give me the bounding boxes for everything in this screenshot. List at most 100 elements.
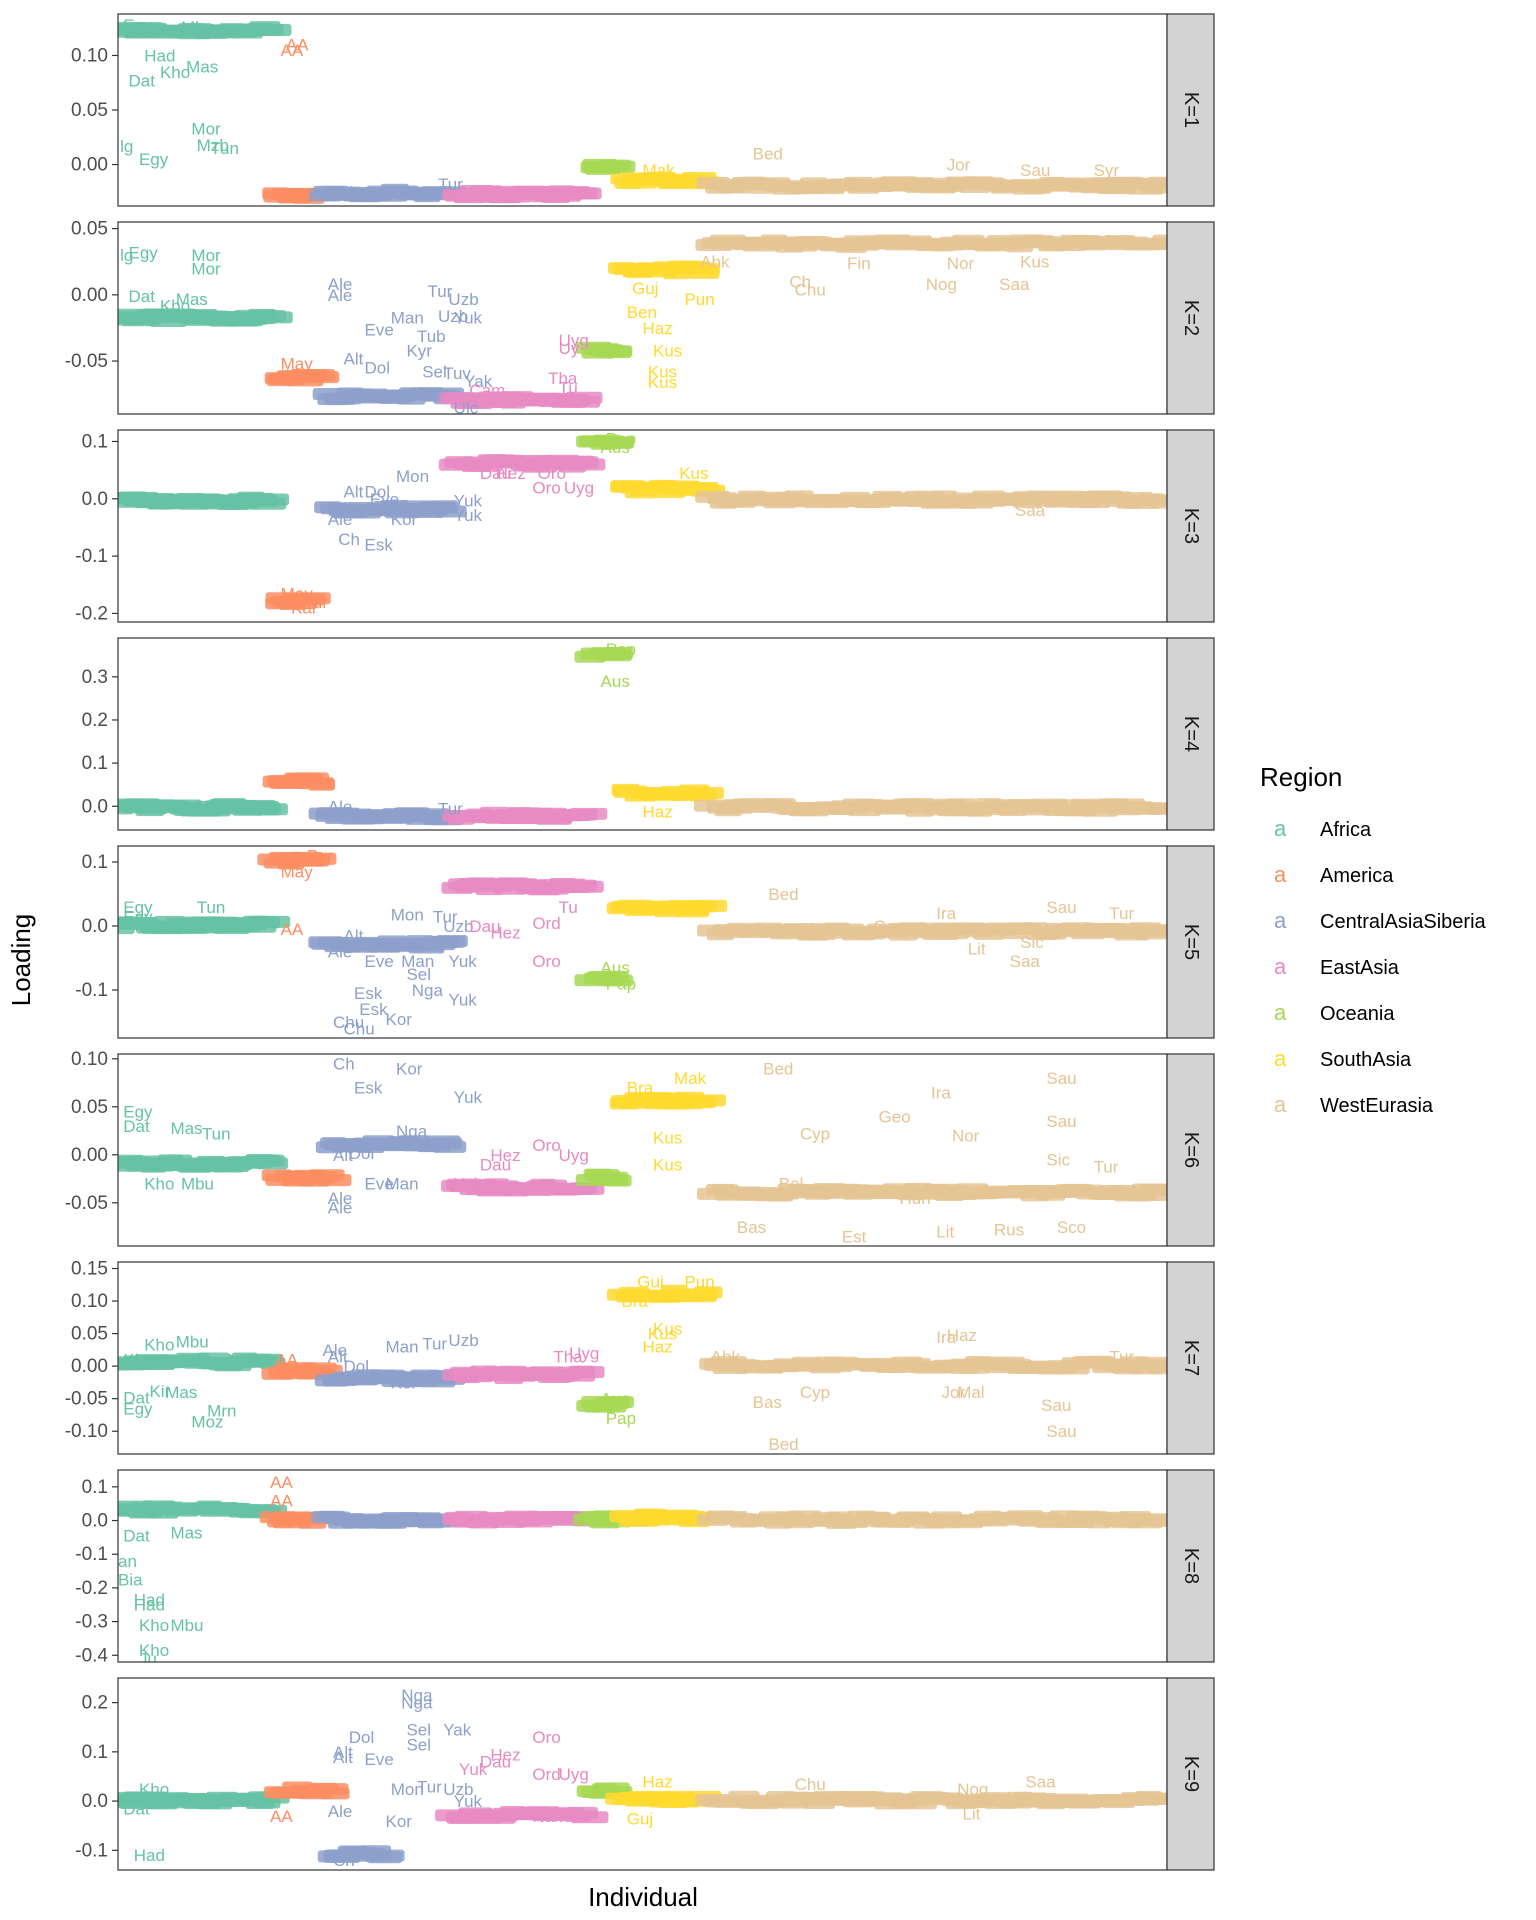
point-label: Sel <box>406 1721 431 1740</box>
facet-strip-label: K=5 <box>1180 924 1202 960</box>
point-label: Pur <box>296 769 323 788</box>
point-label: Tur <box>438 799 463 818</box>
facet-strip <box>1166 637 1215 831</box>
point-label: Sau <box>1046 898 1076 917</box>
point-label: Sco <box>1057 1218 1086 1237</box>
label-cluster-mark <box>295 592 331 605</box>
facet-strip-label: K=2 <box>1180 300 1202 336</box>
x-axis-label: Individual <box>588 1882 698 1912</box>
point-label: Ch <box>333 1851 355 1870</box>
point-label: Rus <box>994 1221 1024 1240</box>
panel-background <box>118 1678 1167 1870</box>
point-label: Nax <box>532 1807 563 1826</box>
point-label: Ulc <box>454 398 479 417</box>
point-label: Dat <box>123 1799 150 1818</box>
point-label: Yuk <box>454 308 483 327</box>
point-label: Dol <box>349 1144 375 1163</box>
point-label: Kus <box>679 464 708 483</box>
point-label: Mor <box>191 259 221 278</box>
point-label: Man <box>391 308 424 327</box>
point-label: Dat <box>123 1117 150 1136</box>
y-tick-label: 0.2 <box>82 710 108 731</box>
point-label: Yuk <box>454 491 483 510</box>
point-label: Dol <box>349 1728 375 1747</box>
point-label: Dat <box>128 287 155 306</box>
point-label: Sel <box>406 965 431 984</box>
point-label: Had <box>134 1591 165 1610</box>
point-label: Oro <box>532 478 560 497</box>
legend-title: Region <box>1260 762 1342 792</box>
legend-key: a <box>1274 1000 1287 1025</box>
point-label: Ale <box>328 1802 353 1821</box>
point-label: Eve <box>365 952 394 971</box>
legend-key: a <box>1274 1046 1287 1071</box>
point-label: Tu <box>559 379 578 398</box>
point-label: Kar <box>291 599 318 618</box>
point-label: May <box>281 355 314 374</box>
legend-label: EastAsia <box>1320 957 1400 979</box>
label-cluster-mark <box>260 493 290 506</box>
point-label: Eve <box>365 1750 394 1769</box>
y-tick-label: 0.00 <box>71 1356 108 1377</box>
point-label: Alt <box>333 1743 353 1762</box>
label-cluster-mark <box>252 915 291 928</box>
point-label: Jor <box>941 1383 965 1402</box>
point-label: Ch <box>789 273 811 292</box>
label-cluster-mark <box>255 311 293 324</box>
point-label: Sel <box>406 1735 431 1754</box>
legend-key: a <box>1274 1092 1287 1117</box>
facet-strip <box>1166 1469 1215 1663</box>
label-cluster-mark <box>692 263 720 276</box>
point-label: Bra <box>622 262 649 281</box>
label-cluster-mark <box>316 1174 352 1187</box>
point-label: San <box>128 1498 158 1517</box>
point-label: Aus <box>601 959 630 978</box>
y-tick-label: 0.00 <box>71 155 108 176</box>
label-cluster-mark <box>603 346 632 359</box>
y-tick-label: 0.05 <box>71 1324 108 1345</box>
point-label: May <box>281 863 314 882</box>
point-label: lg <box>120 137 133 156</box>
y-tick-label: 0.15 <box>71 1259 108 1280</box>
point-label: Tur <box>417 1777 442 1796</box>
point-label: Nor <box>947 254 975 273</box>
point-label: Oro <box>532 952 560 971</box>
label-cluster-mark <box>572 395 601 408</box>
point-label: Oro <box>532 1728 560 1747</box>
point-label: Bed <box>753 145 783 164</box>
facet-strip-label: K=4 <box>1180 716 1202 752</box>
point-label: Pap <box>606 640 636 659</box>
y-tick-label: 0.1 <box>82 1742 108 1763</box>
point-label: Egy <box>123 1103 153 1122</box>
point-label: Eve <box>365 320 394 339</box>
point-label: Sic <box>1046 1151 1070 1170</box>
point-label: Ale <box>328 275 353 294</box>
point-label: Lit <box>936 1223 954 1242</box>
point-label: an <box>118 1552 137 1571</box>
point-label: Tur <box>1094 1157 1119 1176</box>
label-cluster-mark <box>603 160 636 173</box>
point-label: Oro <box>532 1136 560 1155</box>
legend-key: a <box>1274 954 1287 979</box>
point-label: Tun <box>197 898 226 917</box>
point-label: Alt <box>338 936 358 955</box>
point-label: Uyg <box>569 1344 599 1363</box>
point-label: Mak <box>643 161 676 180</box>
label-cluster-mark <box>302 371 340 384</box>
y-tick-label: 0.1 <box>82 753 108 774</box>
point-label: Lit <box>962 1804 980 1823</box>
point-label: Syr <box>1094 161 1120 180</box>
point-label: Aus <box>601 672 630 691</box>
label-cluster-mark <box>1149 1188 1167 1201</box>
label-cluster-mark <box>692 787 725 800</box>
label-cluster-mark <box>569 807 608 820</box>
label-cluster-mark <box>1147 802 1167 815</box>
label-cluster-mark <box>1149 496 1167 509</box>
point-label: Kus <box>653 1155 682 1174</box>
label-cluster-mark <box>690 1094 726 1107</box>
y-tick-label: -0.4 <box>75 1645 108 1666</box>
